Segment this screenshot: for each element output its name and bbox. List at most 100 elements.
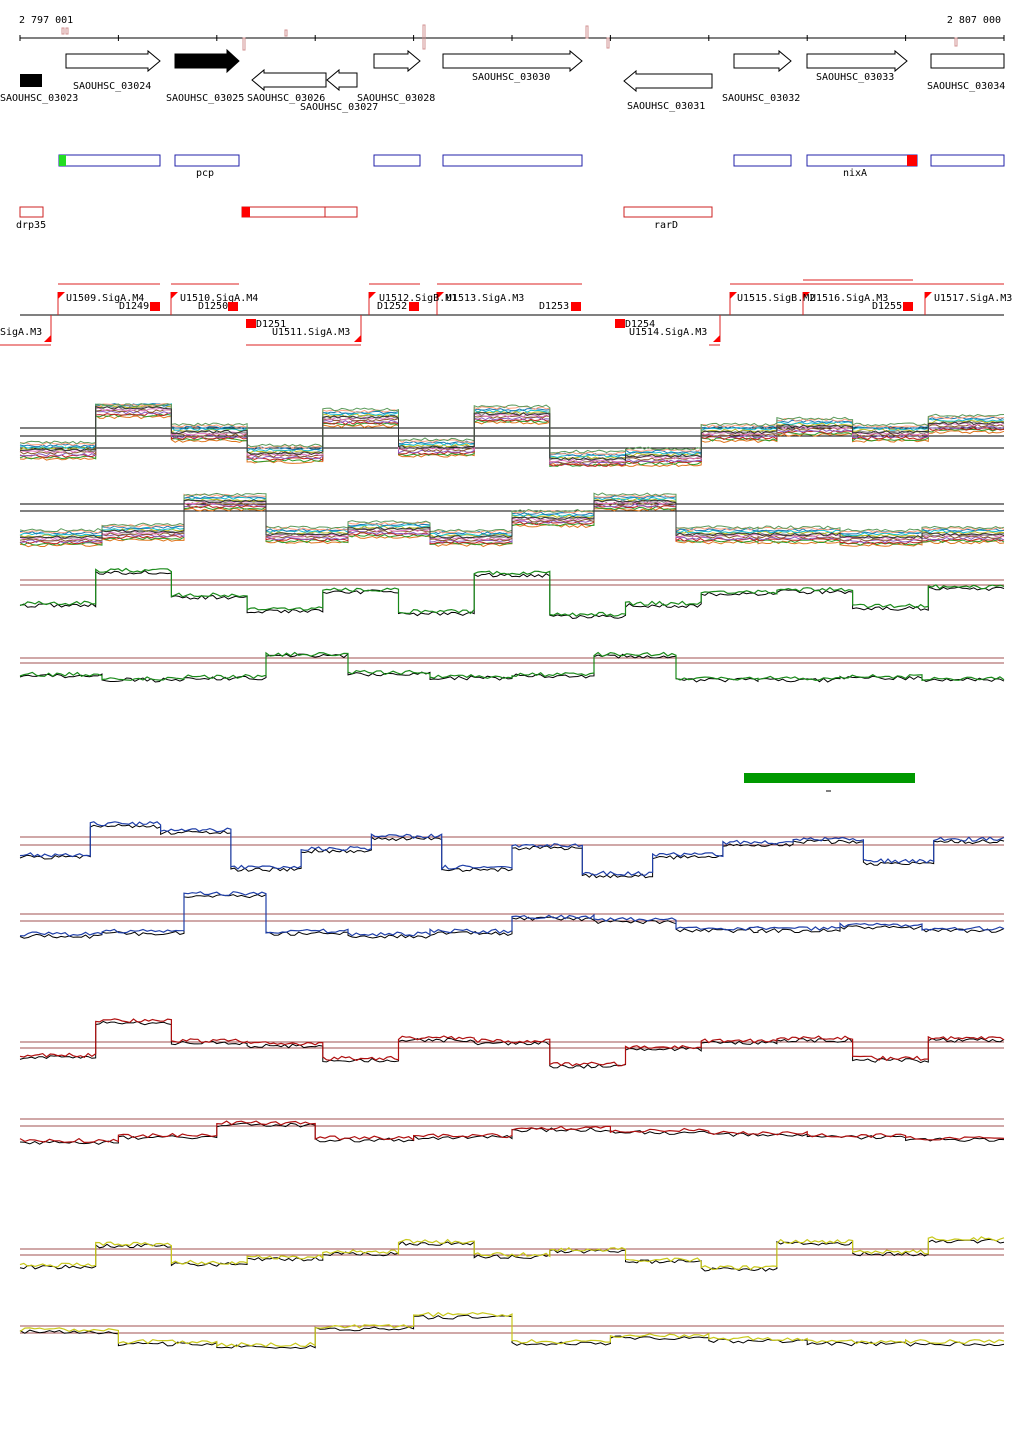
replicate-series	[19, 407, 1005, 463]
replicate-series	[19, 414, 1005, 468]
replicate-series	[19, 403, 1005, 454]
annotation-label: nixA	[843, 168, 867, 179]
tu-start-flag-head	[803, 292, 810, 299]
replicate-series	[19, 405, 1004, 462]
gene-label: SAOUHSC_03032	[722, 93, 800, 104]
annotation-box[interactable]	[930, 154, 1005, 167]
downshift-label[interactable]: D1249	[119, 301, 149, 312]
downshift-label[interactable]: D1254	[625, 319, 655, 330]
gene-label: SAOUHSC_03028	[357, 93, 435, 104]
annotation-box[interactable]	[623, 206, 713, 218]
ruler-peak-mark	[585, 25, 589, 39]
gene-arrow[interactable]	[65, 49, 161, 73]
gene-arrow[interactable]	[174, 48, 240, 74]
tu-label[interactable]: U1509.SigA.M4	[66, 293, 144, 304]
replicate-series	[19, 411, 1005, 467]
downshift-label[interactable]: D1250	[198, 301, 228, 312]
tu-label[interactable]: U1514.SigA.M3	[629, 327, 707, 338]
gene-label: SAOUHSC_03026	[247, 93, 325, 104]
gene-label: SAOUHSC_03023	[0, 93, 78, 104]
coordinate-ruler: 2 797 001 2 807 000	[19, 15, 1005, 51]
annotation-label: pcp	[196, 168, 214, 179]
downshift-marker	[150, 302, 160, 311]
annotation-box[interactable]	[373, 154, 421, 167]
ruler-peak-mark	[242, 37, 246, 51]
gene-arrow[interactable]	[806, 49, 908, 73]
gene-arrow[interactable]	[623, 69, 713, 93]
condition-series	[19, 1311, 1005, 1348]
gene-arrow[interactable]	[20, 74, 42, 87]
gene-arrow[interactable]	[326, 68, 358, 92]
annotation-box[interactable]	[733, 154, 792, 167]
reference-series	[19, 1020, 1005, 1069]
gene-label: SAOUHSC_03027	[300, 102, 378, 113]
gene-arrow[interactable]	[733, 49, 792, 73]
downshift-label[interactable]: D1253	[539, 301, 569, 312]
tu-label[interactable]: U1513.SigA.M3	[446, 293, 524, 304]
annotation-box[interactable]	[241, 206, 358, 218]
tu-label[interactable]: U1515.SigB.M2	[737, 293, 815, 304]
replicate-series	[19, 410, 1005, 466]
downshift-marker	[228, 302, 238, 311]
minus-strand-annotations: drp35 rarD	[16, 206, 713, 231]
ruler-peak-mark	[61, 27, 65, 35]
tu-start-flag-head	[171, 292, 178, 299]
ruler-peak-mark	[422, 24, 426, 50]
condition-series	[19, 1018, 1005, 1067]
tu-label[interactable]: U1516.SigA.M3	[810, 293, 888, 304]
downshift-label[interactable]: D1251	[256, 319, 286, 330]
tu-lines	[0, 279, 1004, 346]
tu-label[interactable]: U1512.SigB.M1	[379, 293, 457, 304]
condition-series	[19, 821, 1005, 876]
reference-series	[19, 570, 1005, 620]
annotation-box[interactable]	[174, 154, 240, 167]
tu-start-flag-head	[58, 292, 65, 299]
annotation-box[interactable]	[19, 206, 44, 218]
ruler-start-label: 2 797 001	[19, 15, 73, 26]
ruler-peak-mark	[606, 37, 610, 49]
start-marker	[242, 207, 250, 217]
gene-label: SAOUHSC_03031	[627, 101, 705, 112]
tu-start-flag-head	[369, 292, 376, 299]
condition-series	[19, 1236, 1005, 1271]
gene-track: SAOUHSC_03023 SAOUHSC_03024 SAOUHSC_0302…	[0, 48, 1005, 113]
tu-label[interactable]: U1517.SigA.M3	[934, 293, 1012, 304]
gene-arrow[interactable]	[930, 53, 1005, 69]
gene-label: SAOUHSC_03033	[816, 72, 894, 83]
condition-series	[19, 891, 1005, 937]
start-marker	[59, 155, 66, 166]
downshift-marker	[615, 319, 625, 328]
scale-bar	[744, 773, 915, 783]
downshift-marker	[903, 302, 913, 311]
downshift-label[interactable]: D1255	[872, 301, 902, 312]
replicate-series	[19, 409, 1005, 465]
replicate-series	[19, 413, 1005, 467]
annotation-label: drp35	[16, 220, 46, 231]
gene-arrow[interactable]	[373, 49, 421, 73]
tu-label[interactable]: U1511.SigA.M3	[272, 327, 350, 338]
plus-strand-annotations: pcp nixA	[58, 154, 1005, 179]
ruler-peak-mark	[284, 29, 288, 37]
gene-arrow[interactable]	[251, 68, 327, 92]
ruler-end-label: 2 807 000	[947, 15, 1001, 26]
annotation-box[interactable]	[58, 154, 161, 167]
downshift-marker	[246, 319, 256, 328]
tu-label[interactable]: U1510.SigA.M4	[180, 293, 258, 304]
annotation-box[interactable]	[442, 154, 583, 167]
tu-start-flag-head	[730, 292, 737, 299]
condition-series	[19, 651, 1005, 682]
tu-start-flag-head	[925, 292, 932, 299]
condition-series	[19, 567, 1005, 617]
downshift-label[interactable]: D1252	[377, 301, 407, 312]
replicate-series	[19, 403, 1005, 457]
gene-arrow[interactable]	[442, 49, 583, 73]
end-marker	[907, 155, 917, 166]
annotation-box[interactable]	[806, 154, 918, 167]
tu-label[interactable]: SigA.M3	[0, 327, 42, 338]
expression-tracks	[19, 403, 1005, 1350]
ruler-peak-mark	[65, 27, 69, 35]
gene-label: SAOUHSC_03025	[166, 93, 244, 104]
ruler-peak-mark	[954, 37, 958, 47]
tu-start-flag-head	[437, 292, 444, 299]
